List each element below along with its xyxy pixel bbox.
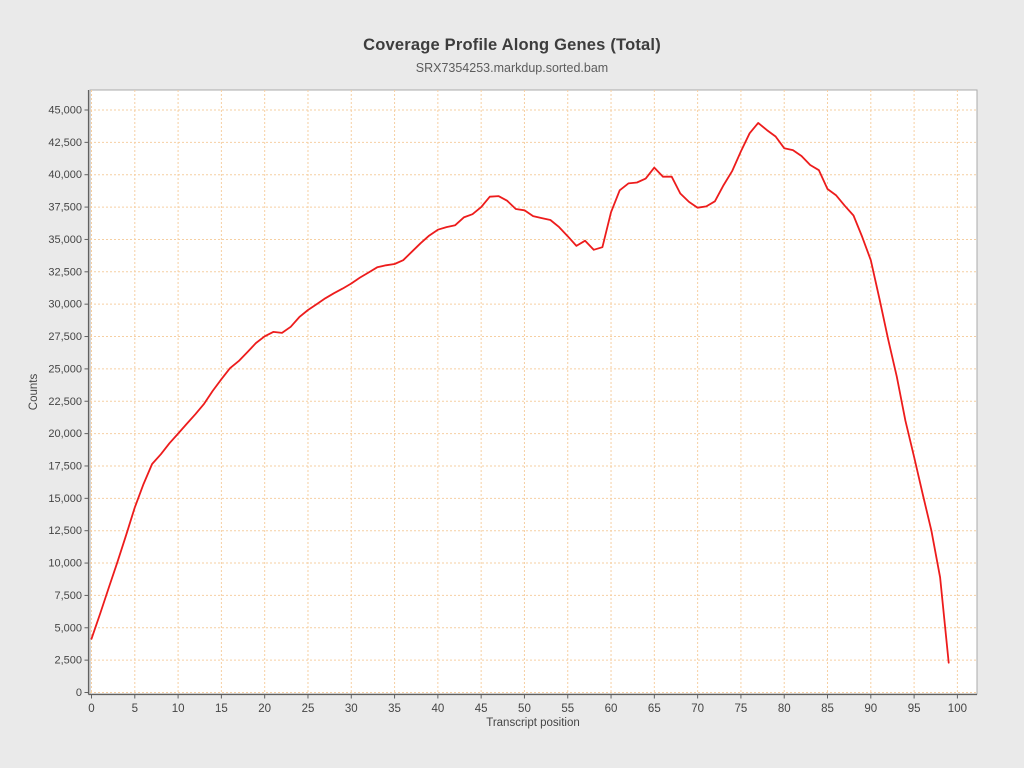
x-tick-label: 35 [388,703,401,715]
x-tick-label: 60 [605,703,618,715]
y-tick-label: 32,500 [48,266,82,278]
x-axis-title: Transcript position [486,717,580,729]
x-tick-label: 55 [561,703,574,715]
y-tick-label: 37,500 [48,202,82,214]
y-tick-label: 20,000 [48,428,82,440]
y-tick-label: 15,000 [48,493,82,505]
y-tick-label: 45,000 [48,105,82,117]
y-tick-label: 0 [76,687,82,699]
y-tick-label: 5,000 [54,622,82,634]
x-tick-label: 40 [431,703,444,715]
x-tick-label: 30 [345,703,358,715]
x-tick-label: 85 [821,703,834,715]
x-tick-label: 70 [691,703,704,715]
y-tick-label: 17,500 [48,460,82,472]
chart-header: Coverage Profile Along Genes (Total) SRX… [0,0,1024,75]
x-tick-label: 75 [735,703,748,715]
x-tick-label: 15 [215,703,228,715]
x-tick-label: 100 [948,703,967,715]
x-tick-label: 50 [518,703,531,715]
y-tick-label: 22,500 [48,396,82,408]
chart-title: Coverage Profile Along Genes (Total) [363,36,661,54]
chart-subtitle: SRX7354253.markdup.sorted.bam [415,61,609,75]
y-tick-label: 42,500 [48,137,82,149]
x-tick-label: 0 [88,703,94,715]
y-tick-label: 12,500 [48,525,82,537]
y-tick-label: 2,500 [54,655,82,667]
x-tick-label: 25 [302,703,315,715]
y-tick-label: 35,000 [48,234,82,246]
plot-area [89,89,978,695]
x-tick-label: 65 [648,703,661,715]
y-tick-label: 7,500 [54,590,82,602]
x-tick-label: 10 [172,703,185,715]
x-tick-label: 80 [778,703,791,715]
x-tick-label: 95 [908,703,921,715]
y-tick-label: 40,000 [48,169,82,181]
y-tick-label: 30,000 [48,299,82,311]
coverage-series-line [90,122,950,664]
y-tick-label: 27,500 [48,331,82,343]
y-tick-label: 25,000 [48,363,82,375]
y-axis-title: Counts [28,374,40,411]
x-tick-label: 90 [864,703,877,715]
y-tick-label: 10,000 [48,558,82,570]
x-tick-label: 20 [258,703,271,715]
x-tick-label: 45 [475,703,488,715]
x-tick-label: 5 [132,703,138,715]
